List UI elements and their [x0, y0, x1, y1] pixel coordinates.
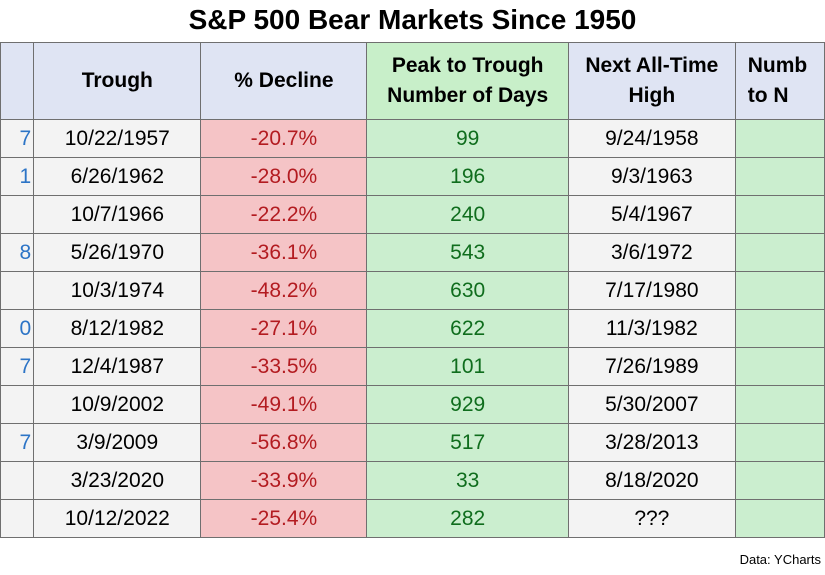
percent-decline: -27.1% [200, 309, 368, 348]
header-next-all-time-high: Next All-Time High [567, 42, 736, 120]
table-row: 7 10/22/1957 -20.7% 99 9/24/1958 [0, 119, 825, 158]
peak-to-trough-days: 929 [366, 385, 569, 424]
percent-decline: -33.9% [200, 461, 368, 500]
peak-to-trough-days: 196 [366, 157, 569, 196]
trough-date: 10/9/2002 [33, 385, 202, 424]
trough-date: 3/23/2020 [33, 461, 202, 500]
table-title: S&P 500 Bear Markets Since 1950 [188, 4, 637, 35]
number-days-partial [734, 499, 825, 538]
trough-date: 3/9/2009 [33, 423, 202, 462]
peak-date-partial [0, 385, 35, 424]
peak-date-partial: 1 [0, 157, 35, 196]
number-days-partial [734, 385, 825, 424]
percent-decline: -56.8% [200, 423, 368, 462]
peak-date-partial: 0 [0, 309, 35, 348]
peak-to-trough-days: 282 [366, 499, 569, 538]
percent-decline: -33.5% [200, 347, 368, 386]
header-trough: Trough [33, 42, 202, 120]
bear-markets-table: Trough % Decline Peak to Trough Number o… [0, 42, 825, 538]
peak-to-trough-days: 622 [366, 309, 569, 348]
number-days-partial [734, 461, 825, 500]
table-row: 0 8/12/1982 -27.1% 622 11/3/1982 [0, 309, 825, 348]
percent-decline: -22.2% [200, 195, 368, 234]
table-row: 10/12/2022 -25.4% 282??? [0, 499, 825, 538]
table-row: 7 3/9/2009 -56.8% 517 3/28/2013 [0, 423, 825, 462]
next-all-time-high: 11/3/1982 [567, 309, 736, 348]
peak-date-partial [0, 461, 35, 500]
table-row: 1 6/26/1962 -28.0% 196 9/3/1963 [0, 157, 825, 196]
peak-to-trough-days: 33 [366, 461, 569, 500]
peak-date-partial: 8 [0, 233, 35, 272]
table-row: 10/9/2002 -49.1% 929 5/30/2007 [0, 385, 825, 424]
table-body: 7 10/22/1957 -20.7% 99 9/24/1958 1 6/26/1962 -2… [0, 119, 825, 538]
peak-date-partial: 7 [0, 347, 35, 386]
number-days-partial [734, 119, 825, 158]
trough-date: 10/12/2022 [33, 499, 202, 538]
trough-date: 6/26/1962 [33, 157, 202, 196]
trough-date: 10/22/1957 [33, 119, 202, 158]
number-days-partial [734, 233, 825, 272]
peak-date-partial [0, 195, 35, 234]
table-row: 8 5/26/1970 -36.1% 543 3/6/1972 [0, 233, 825, 272]
number-days-partial [734, 271, 825, 310]
peak-to-trough-days: 240 [366, 195, 569, 234]
next-all-time-high: 5/30/2007 [567, 385, 736, 424]
peak-date-partial [0, 499, 35, 538]
source-note: Data: YCharts [739, 552, 821, 567]
next-all-time-high: 5/4/1967 [567, 195, 736, 234]
header-peak-to-trough-days: Peak to Trough Number of Days [366, 42, 569, 120]
next-all-time-high: 9/24/1958 [567, 119, 736, 158]
peak-to-trough-days: 517 [366, 423, 569, 462]
header-decline: % Decline [200, 42, 368, 120]
number-days-partial [734, 157, 825, 196]
number-days-partial [734, 347, 825, 386]
next-all-time-high: 7/26/1989 [567, 347, 736, 386]
next-all-time-high: 9/3/1963 [567, 157, 736, 196]
number-days-partial [734, 195, 825, 234]
next-all-time-high: 8/18/2020 [567, 461, 736, 500]
peak-date-partial: 7 [0, 119, 35, 158]
peak-date-partial: 7 [0, 423, 35, 462]
percent-decline: -48.2% [200, 271, 368, 310]
peak-to-trough-days: 630 [366, 271, 569, 310]
next-all-time-high: 7/17/1980 [567, 271, 736, 310]
trough-date: 10/7/1966 [33, 195, 202, 234]
number-days-partial [734, 423, 825, 462]
trough-date: 12/4/1987 [33, 347, 202, 386]
peak-to-trough-days: 101 [366, 347, 569, 386]
table-row: 10/7/1966 -22.2% 240 5/4/1967 [0, 195, 825, 234]
trough-date: 8/12/1982 [33, 309, 202, 348]
peak-to-trough-days: 99 [366, 119, 569, 158]
percent-decline: -49.1% [200, 385, 368, 424]
header-peak-partial [0, 42, 35, 120]
next-all-time-high: ??? [567, 499, 736, 538]
header-row: Trough % Decline Peak to Trough Number o… [0, 42, 825, 120]
table-row: 10/3/1974 -48.2% 630 7/17/1980 [0, 271, 825, 310]
percent-decline: -28.0% [200, 157, 368, 196]
next-all-time-high: 3/28/2013 [567, 423, 736, 462]
percent-decline: -25.4% [200, 499, 368, 538]
next-all-time-high: 3/6/1972 [567, 233, 736, 272]
trough-date: 10/3/1974 [33, 271, 202, 310]
peak-date-partial [0, 271, 35, 310]
percent-decline: -20.7% [200, 119, 368, 158]
percent-decline: -36.1% [200, 233, 368, 272]
trough-date: 5/26/1970 [33, 233, 202, 272]
peak-to-trough-days: 543 [366, 233, 569, 272]
table-row: 3/23/2020 -33.9% 33 8/18/2020 [0, 461, 825, 500]
number-days-partial [734, 309, 825, 348]
table-row: 7 12/4/1987 -33.5% 101 7/26/1989 [0, 347, 825, 386]
header-number-days-partial: Numb to N [734, 42, 825, 120]
